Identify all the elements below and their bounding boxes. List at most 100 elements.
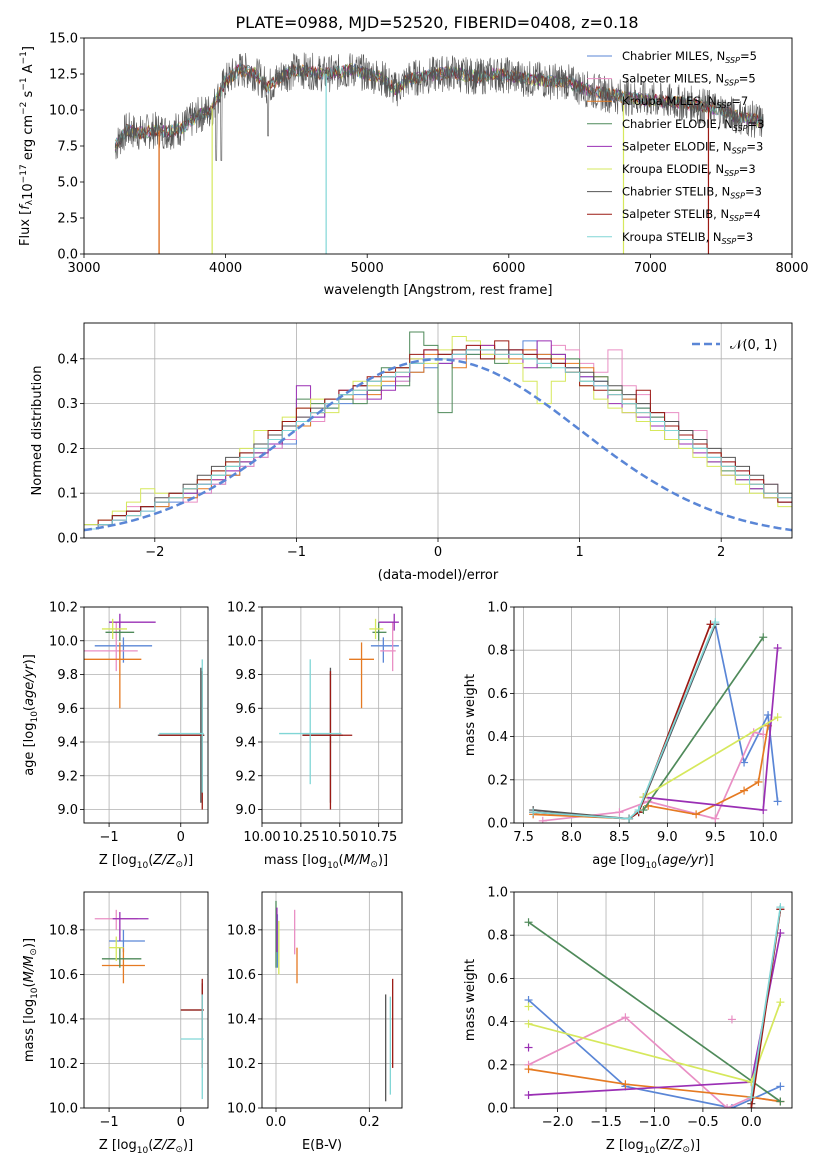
legend-label-main: Chabrier ELODIE, N <box>622 117 733 131</box>
spectrum-ytick-label: 15.0 <box>49 32 78 47</box>
weight_vs_Z-ylabel: mass weight <box>463 959 478 1041</box>
age_vs_mass-ytick-label: 9.2 <box>235 769 256 784</box>
weight_vs_Z-ytick-label: 0.0 <box>487 1102 508 1117</box>
residuals-xtick-label: −2 <box>145 545 164 560</box>
weight_vs_age-ylabel: mass weight <box>463 674 478 756</box>
label-part: ( <box>657 853 662 868</box>
weight_vs_age-series-2 <box>533 725 769 820</box>
age_vs_mass-frame <box>261 606 403 824</box>
weight_vs_age-xlabel: age [log10(age/yr)] <box>592 853 714 871</box>
mass_vs_ebv-ytick-label: 10.4 <box>227 1012 256 1027</box>
spectrum-xtick-label: 5000 <box>351 261 384 276</box>
legend-label-tail: =3 <box>745 185 762 199</box>
label-part: Z [log <box>606 1138 644 1153</box>
ylabel-part: −17 <box>19 164 29 183</box>
residuals-ytick-label: 0.3 <box>57 397 78 412</box>
age_vs_mass-xlabel: mass [log10(M/M⊙)] <box>264 853 388 871</box>
label-part: )] <box>378 853 388 868</box>
mass_vs_Z-panel: −1 010.010.210.410.610.8Z [log10(Z/Z⊙)]ma… <box>22 891 209 1156</box>
legend-label-sub: SSP <box>729 214 744 223</box>
mass_vs_Z-ytick-label: 10.4 <box>49 1012 78 1027</box>
mass_vs_Z-ytick-label: 10.6 <box>49 968 78 983</box>
label-part: mass [log <box>22 999 37 1062</box>
spectrum-ytick-label: 2.5 <box>57 212 78 227</box>
label-part: Z [log <box>99 1138 137 1153</box>
label-part: mass [log <box>264 853 327 868</box>
residuals-xtick-label: −1 <box>287 545 306 560</box>
weight_vs_Z-ytick-label: 1.0 <box>487 886 508 901</box>
age_vs_mass-ytick-label: 10.0 <box>227 634 256 649</box>
weight_vs_age-ytick-label: 0.8 <box>487 644 508 659</box>
spectrum-ytick-label: 5.0 <box>57 176 78 191</box>
label-part: 10 <box>30 711 40 723</box>
age_vs_Z-ylabel: age [log10(age/yr)] <box>22 654 40 776</box>
age_vs_Z-frame <box>83 606 209 824</box>
age_vs_Z-ytick-label: 9.4 <box>57 736 78 751</box>
legend-label-tail: =3 <box>746 139 763 153</box>
weight_vs_age-panel: 7.5 8.0 8.5 9.0 9.5 10.0 0.0 0.2 0.4 0.6 0.8 1.0 age… <box>463 601 793 871</box>
legend-label-5: Kroupa ELODIE, NSSP=3 <box>622 162 756 178</box>
label-part: ⊙ <box>29 948 39 956</box>
spectrum-ytick-label: 12.5 <box>49 68 78 83</box>
legend-label-2: Kroupa MILES, NSSP=7 <box>622 94 748 110</box>
legend-label-main: Salpeter STELIB, N <box>622 207 729 221</box>
residuals-ylabel: Normed distribution <box>30 366 45 496</box>
ylabel-part: f <box>18 203 33 210</box>
label-part: )] <box>690 1138 700 1153</box>
label-part: 10 <box>137 861 149 871</box>
ylabel-part: Flux [ <box>18 210 33 246</box>
mass_vs_Z-xtick-label: 0 <box>177 1115 185 1130</box>
residuals-xtick-label: 0 <box>434 545 442 560</box>
ylabel-part: −1 <box>19 77 29 90</box>
weight_vs_Z-panel: −2.0 −1.5 −1.0 −0.5 0.0 0.0 0.2 0.4 0.6 0.8 1.0 Z [… <box>463 886 793 1156</box>
age_vs_mass-ytick-label: 9.6 <box>235 702 256 717</box>
weight_vs_Z-frame <box>513 891 793 1109</box>
ylabel-part: −2 <box>19 102 29 115</box>
label-part: M/M <box>344 853 371 868</box>
mass_vs_ebv-xtick-label: 0.2 <box>359 1115 380 1130</box>
label-part: ( <box>148 1138 153 1153</box>
weight_vs_Z-lines <box>524 903 785 1108</box>
weight_vs_age-series-5 <box>642 716 779 798</box>
legend-label-4: Salpeter ELODIE, NSSP=3 <box>622 139 763 155</box>
label-part: )] <box>183 1138 193 1153</box>
legend-label-6: Chabrier STELIB, NSSP=3 <box>622 185 762 201</box>
histogram-7 <box>84 340 792 530</box>
age_vs_Z-ytick-label: 9.6 <box>57 702 78 717</box>
residuals-xtick-label: 2 <box>717 545 725 560</box>
legend-label-3: Chabrier ELODIE, NSSP=3 <box>622 117 764 133</box>
age_vs_mass-ytick-label: 9.8 <box>235 668 256 683</box>
weight_vs_age-series-7 <box>533 623 712 820</box>
weight_vs_Z-xtick-label: 0.0 <box>741 1115 762 1130</box>
label-part: 10 <box>644 1146 656 1156</box>
weight_vs_Z-ytick-label: 0.2 <box>487 1058 508 1073</box>
spectrum-xtick-label: 3000 <box>67 261 100 276</box>
age_vs_mass-xtick-label: 10.75 <box>360 830 397 845</box>
legend-label-main: Kroupa ELODIE, N <box>622 162 724 176</box>
label-part: Z [log <box>99 853 137 868</box>
legend-label-sub: SSP <box>725 56 740 65</box>
spectrum-panel: 3000 4000 5000 6000 7000 8000 0.0 2.5 5.0 7.5 10.0… <box>18 32 809 299</box>
spectrum-observed <box>114 52 764 161</box>
residuals-xtick-label: 1 <box>575 545 583 560</box>
weight_vs_Z-xtick-label: −2.0 <box>542 1115 574 1130</box>
label-part: age/yr <box>22 663 37 706</box>
label-part: age [log <box>592 853 645 868</box>
ylabel-part: ] <box>21 46 36 51</box>
legend-label-0: Chabrier MILES, NSSP=5 <box>622 49 757 65</box>
weight_vs_age-series-3 <box>642 636 764 811</box>
legend-label-sub: SSP <box>717 101 732 110</box>
spectrum-ylabel: Flux [fλ10−17 erg cm−2 s−1 A−1] <box>18 46 36 246</box>
weight_vs_age-ytick-label: 0.2 <box>487 773 508 788</box>
age_vs_Z-ytick-label: 9.2 <box>57 769 78 784</box>
label-part: ⊙ <box>175 1145 183 1155</box>
legend-label-7: Salpeter STELIB, NSSP=4 <box>622 207 761 223</box>
weight_vs_Z-series-3 <box>528 921 781 1103</box>
label-part: 10 <box>327 861 339 871</box>
residuals-ytick-label: 0.1 <box>57 487 78 502</box>
label-part: Z/Z <box>152 1138 176 1153</box>
legend-label-8: Kroupa STELIB, NSSP=3 <box>622 230 753 246</box>
weight_vs_age-ytick-label: 0.6 <box>487 687 508 702</box>
